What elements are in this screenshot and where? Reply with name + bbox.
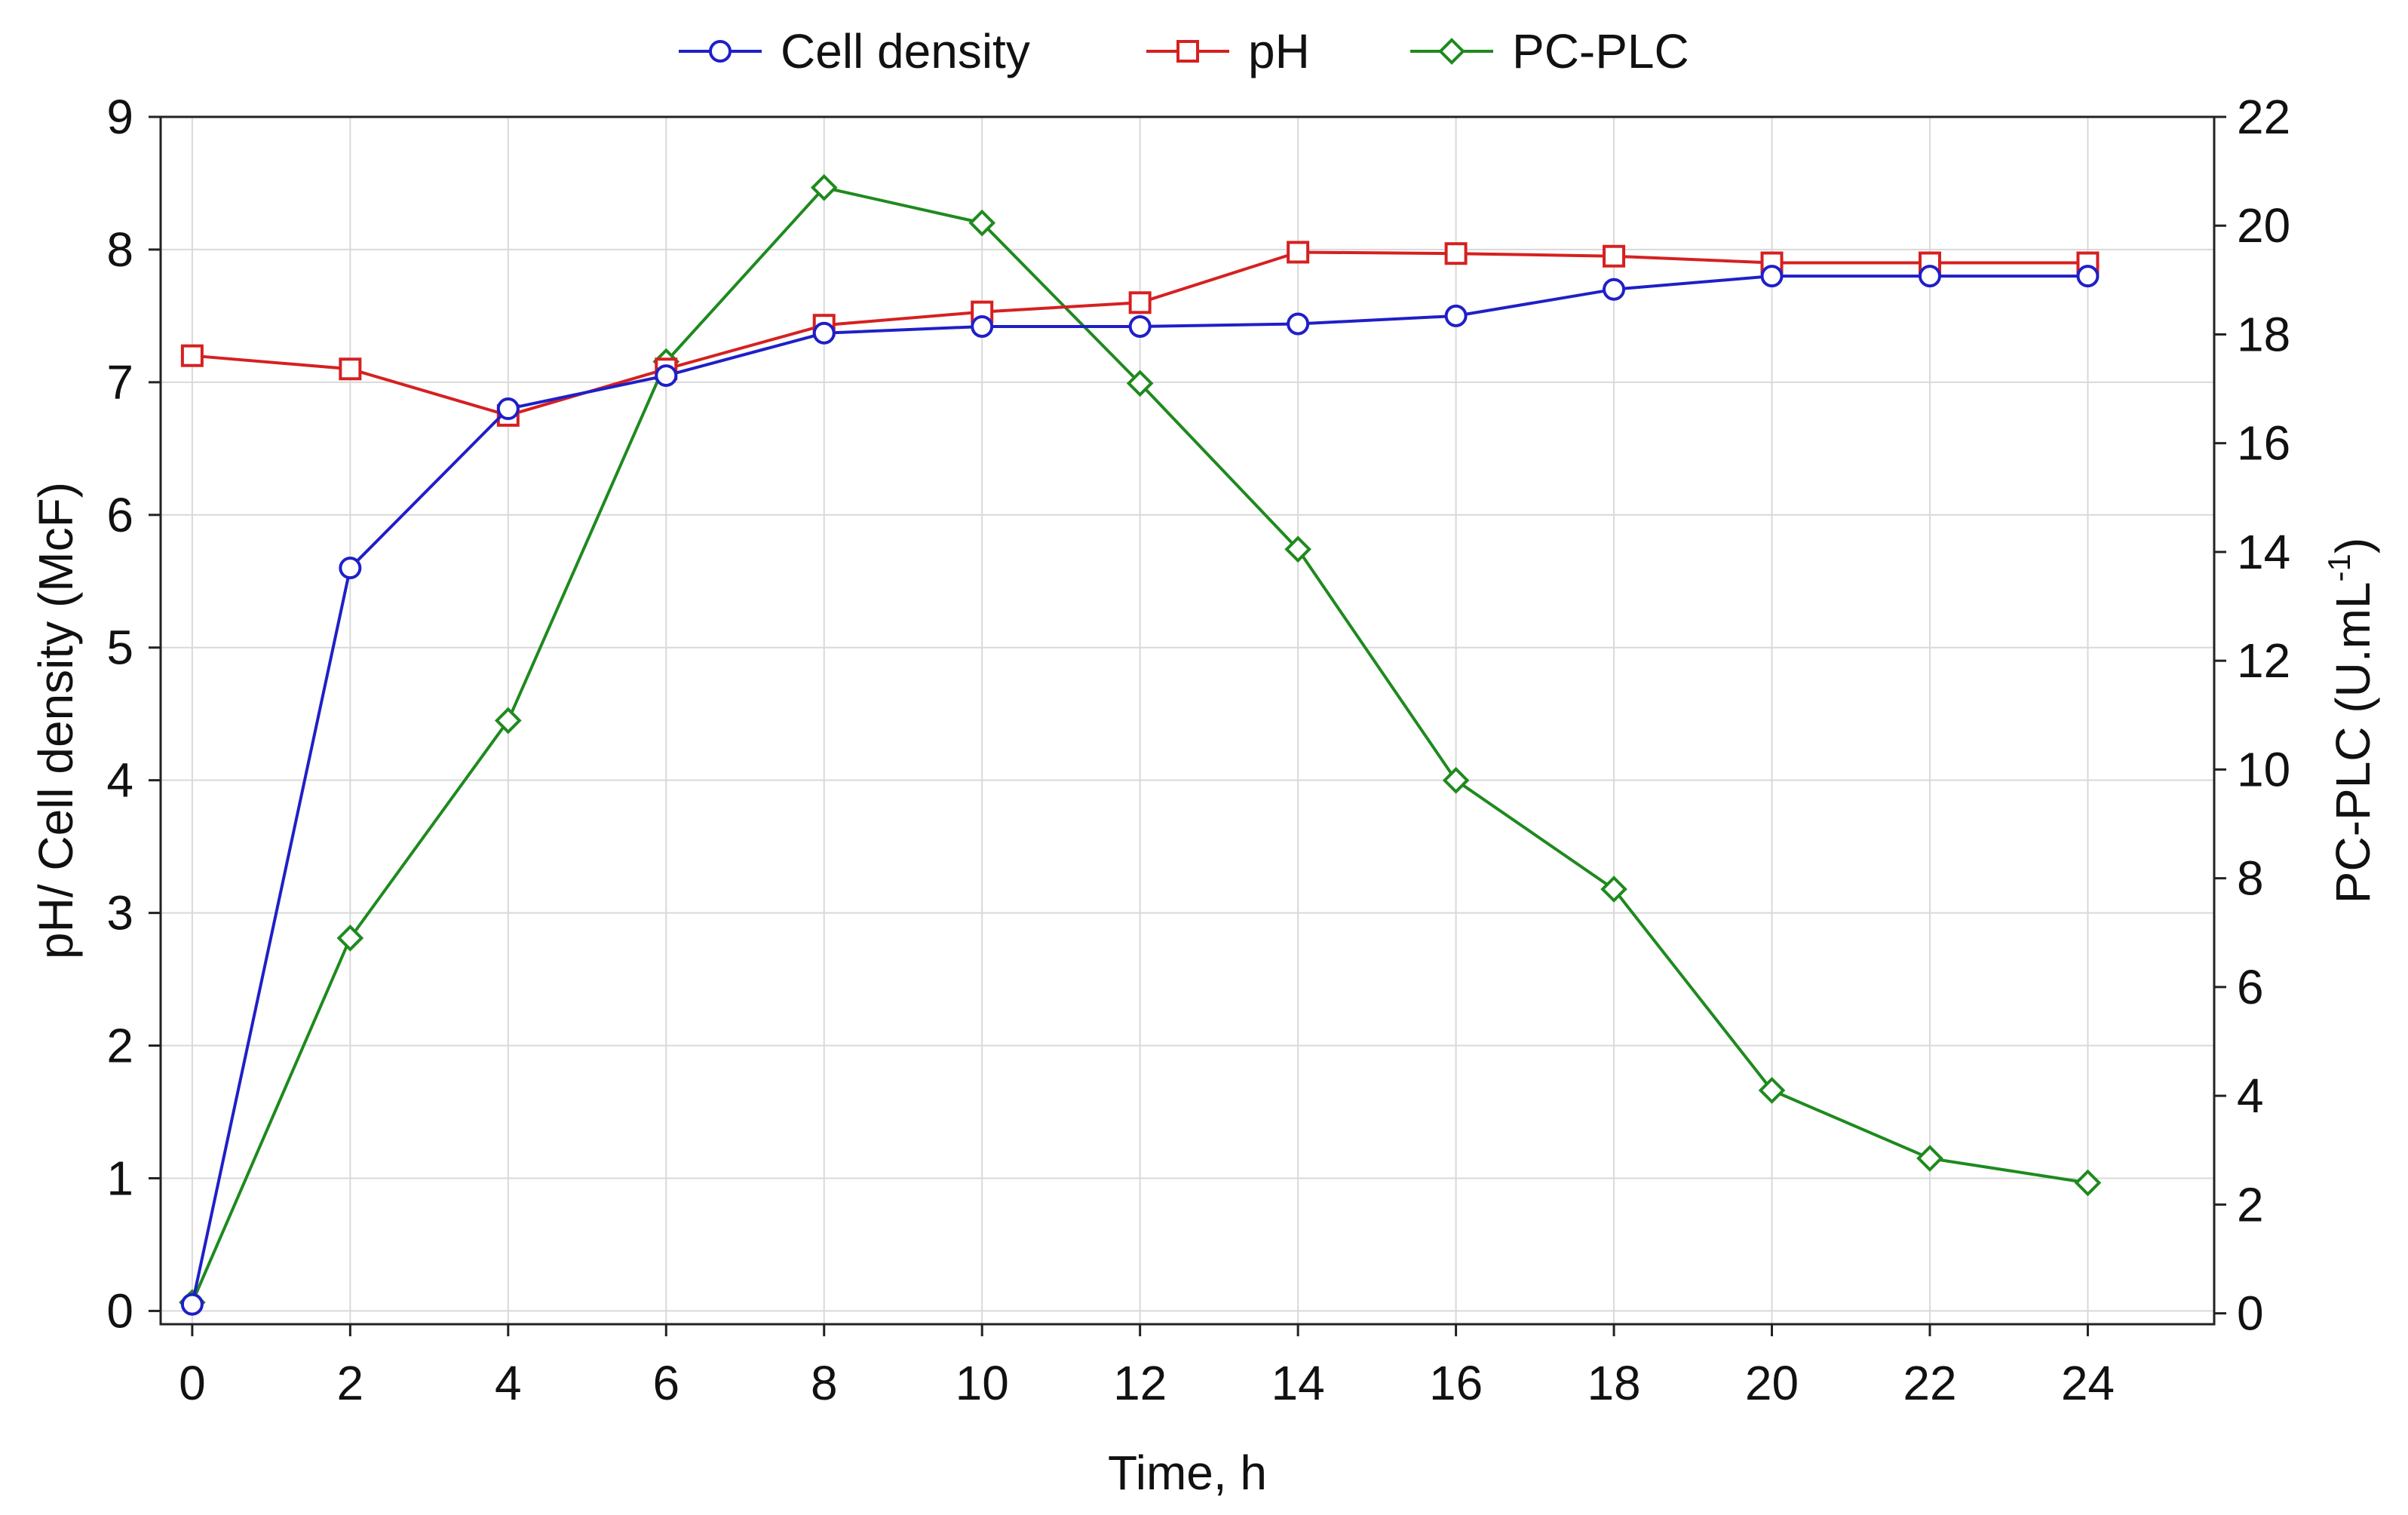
- left-y-tick-label: 2: [106, 1019, 133, 1073]
- pc-plc-point: [494, 707, 522, 734]
- right-y-tick-label: 0: [2237, 1287, 2264, 1341]
- x-axis-title: Time, h: [1108, 1446, 1267, 1500]
- pc-plc-point: [1284, 535, 1311, 563]
- right-y-tick-label: 18: [2237, 307, 2290, 361]
- legend-item-pc-plc: PC-PLC: [1410, 24, 1689, 78]
- left-y-axis-title: pH/ Cell density (McF): [29, 482, 83, 959]
- pc-plc-point: [336, 925, 364, 952]
- left-y-tick-label: 5: [106, 621, 133, 675]
- x-tick-label: 8: [811, 1356, 838, 1410]
- legend-item-cell-density: Cell density: [679, 24, 1030, 78]
- cell-density-point: [1760, 265, 1784, 288]
- cell-density-point: [812, 321, 836, 345]
- cell-density-series: [180, 265, 2100, 1316]
- legend-swatch-marker: [1438, 38, 1465, 65]
- legend: Cell density pH PC-PLC: [679, 24, 1689, 78]
- right-y-axis-title-main: PC-PLC (U.mL: [2326, 581, 2380, 903]
- right-y-tick-label: 22: [2237, 90, 2290, 144]
- pc-plc-point: [810, 173, 838, 201]
- right-y-axis-title: PC-PLC (U.mL-1): [2321, 538, 2380, 903]
- right-y-tick-label: 2: [2237, 1177, 2264, 1231]
- left-y-tick-label: 9: [106, 90, 133, 144]
- cell-density-point: [1128, 314, 1152, 338]
- cell-density-point: [1918, 265, 1941, 288]
- pc-plc-point: [2074, 1169, 2102, 1197]
- x-tick-label: 24: [2061, 1356, 2115, 1410]
- left-y-tick-label: 1: [106, 1151, 133, 1205]
- x-tick-label: 22: [1903, 1356, 1956, 1410]
- right-y-axis-title-end: ): [2326, 538, 2380, 554]
- cell-density-point: [655, 364, 678, 388]
- left-y-tick-label: 3: [106, 886, 133, 940]
- left-y-tick-label: 6: [106, 488, 133, 542]
- x-tick-label: 14: [1271, 1356, 1325, 1410]
- x-tick-label: 16: [1429, 1356, 1483, 1410]
- cell-density-point: [1603, 278, 1626, 301]
- ph-point: [1287, 241, 1310, 264]
- x-tick-label: 2: [337, 1356, 364, 1410]
- legend-label: PC-PLC: [1512, 24, 1689, 78]
- right-y-tick-label: 14: [2237, 525, 2290, 579]
- cell-density-point: [971, 314, 994, 338]
- left-y-tick-label: 0: [106, 1283, 133, 1338]
- cell-density-point: [180, 1293, 204, 1316]
- pc-plc-point: [1916, 1145, 1943, 1172]
- cell-density-point: [1444, 304, 1468, 327]
- right-y-axis-title-superscript: -1: [2321, 554, 2357, 581]
- ph-point: [1128, 291, 1152, 314]
- pc-plc-point: [1758, 1077, 1786, 1104]
- legend-swatch-marker: [709, 40, 732, 63]
- pc-plc-point: [968, 209, 996, 237]
- plot-frame: [159, 115, 2216, 1326]
- right-y-tick-label: 12: [2237, 633, 2290, 688]
- pc-plc-point: [1600, 876, 1627, 903]
- cell-density-point: [496, 397, 520, 421]
- right-y-tick-label: 16: [2237, 416, 2290, 471]
- x-tick-label: 20: [1745, 1356, 1799, 1410]
- x-tick-label: 10: [956, 1356, 1009, 1410]
- x-tick-label: 18: [1587, 1356, 1640, 1410]
- ph-point: [1603, 244, 1626, 268]
- legend-swatch-marker: [1176, 40, 1199, 63]
- legend-label: pH: [1248, 24, 1310, 78]
- x-tick-label: 6: [652, 1356, 679, 1410]
- x-tick-label: 4: [495, 1356, 522, 1410]
- x-tick-label: 0: [179, 1356, 206, 1410]
- right-y-tick-label: 10: [2237, 742, 2290, 796]
- right-y-tick-label: 8: [2237, 851, 2264, 906]
- left-y-tick-label: 7: [106, 355, 133, 409]
- cell-density-point: [339, 557, 362, 580]
- right-y-tick-label: 20: [2237, 198, 2290, 253]
- x-tick-label: 12: [1113, 1356, 1167, 1410]
- left-y-tick-label: 4: [106, 753, 133, 808]
- cell-density-point: [2076, 265, 2100, 288]
- right-y-tick-label: 4: [2237, 1069, 2264, 1123]
- legend-label: Cell density: [781, 24, 1030, 78]
- ph-point: [339, 357, 362, 381]
- ph-point: [1444, 242, 1468, 265]
- gridlines: [161, 116, 2214, 1324]
- ph-point: [180, 344, 204, 367]
- pc-plc-point: [1442, 767, 1470, 794]
- cell-density-point: [1287, 312, 1310, 336]
- legend-item-ph: pH: [1146, 24, 1310, 78]
- left-y-tick-label: 8: [106, 222, 133, 277]
- series-layer: [179, 173, 2102, 1316]
- pc-plc-point: [1126, 370, 1154, 397]
- right-y-tick-label: 6: [2237, 960, 2264, 1014]
- axes: 0 2 4 6 8 10 12 14 16 18 20 22 240123456789024681012…: [106, 90, 2290, 1410]
